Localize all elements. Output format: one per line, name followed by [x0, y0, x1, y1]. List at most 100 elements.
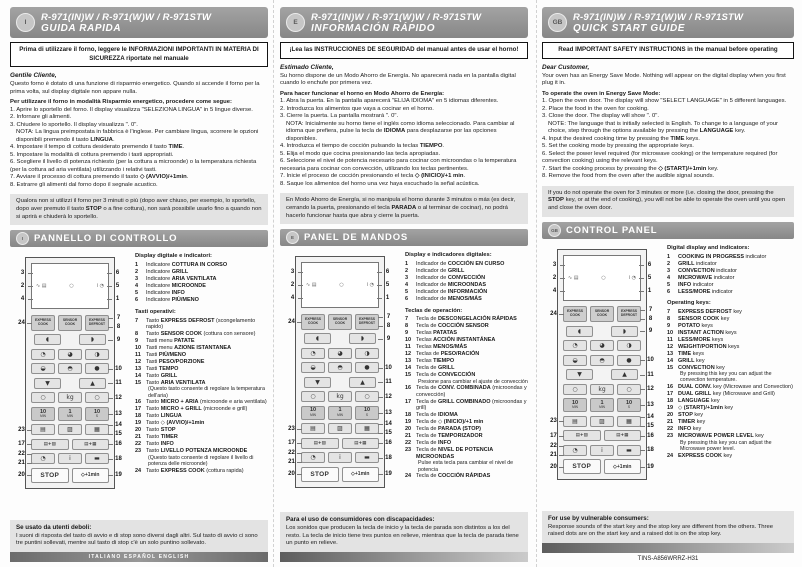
mode-keys: ▤ ▨ ▦ 23 14 15 — [288, 421, 392, 436]
legend-item: 23 Tecla de NIVEL DE POTENCIA MICROONDAS P… — [405, 447, 514, 473]
time-1min-key: 1 MIN — [58, 406, 82, 421]
intro-section: Dear Customer, Your oven has an Energy S… — [542, 64, 794, 181]
grill-key-icon: ▨ — [328, 423, 352, 435]
callout-number: 19 — [108, 472, 124, 478]
language-badge: I — [16, 13, 35, 32]
callout-number: 14 — [378, 421, 394, 427]
legend-item: 7 Tasto EXPRESS DEFROST (scongelamento ra… — [135, 317, 256, 331]
legend-item: 10 INSTANT ACTION keys — [667, 329, 737, 336]
control-panel-section: ∿ ▤ ○ i ◔ 3 2 4 6 5 1 EXPRESS COOK SENSOR COOK EXPR… — [10, 251, 268, 515]
legend-item: 8 Tecla de COCCIÓN SENSOR — [405, 323, 489, 330]
express-cook-key: EXPRESS COOK — [563, 306, 587, 323]
callout-number: 4 — [17, 296, 33, 302]
legend-item: 19 ◇ (START)/+1min key — [667, 405, 734, 412]
callout-number: 5 — [377, 282, 393, 288]
language-badge: GB — [548, 13, 567, 32]
step-item: 6. Seleccione el nivel de potencia neces… — [280, 158, 517, 172]
callout-number: 8 — [640, 316, 656, 322]
express-keys: EXPRESS COOK SENSOR COOK EXPRESS DEFROST 24… — [550, 306, 652, 323]
step-item: 2. Place the food in the oven for cookin… — [542, 105, 649, 112]
legend-item: 5 Indicatore INFO — [135, 290, 185, 297]
language-badge: E — [286, 231, 299, 245]
time-1min-key: 1 MIN — [328, 405, 352, 420]
accessibility-heading: For use by vulnerable consumers: — [548, 514, 649, 522]
legend-item: 11 Teclas MENOS/MÁS — [405, 344, 468, 351]
callout-number: 15 — [378, 430, 394, 436]
guide-title: GUIDA RAPIDA — [41, 22, 122, 34]
legend-item: 4 Indicatore MICROONDE — [135, 283, 206, 290]
legend-item: 2 Indicatore GRILL — [135, 269, 189, 276]
microwave-grill-indicator-icon: ∿ ▤ — [568, 274, 579, 281]
callout-number: 2 — [287, 282, 303, 288]
digital-display: ∿ ▤ ○ i ◔ 3 2 4 6 5 1 — [553, 254, 651, 301]
time-10s-key: 10 S — [85, 406, 109, 421]
callout-number: 12 — [640, 386, 656, 392]
callout-number: 15 — [108, 431, 124, 437]
legend-item: 24 EXPRESS COOK key — [667, 452, 733, 459]
legend-item: 1 Indicador de COCCIÓN EN CURSO — [405, 261, 505, 268]
legend-item: 20 Tasto STOP — [135, 427, 176, 434]
microwave-power-level-key-icon: ▤ — [31, 424, 55, 436]
weight-portion-key-icon: ○ — [617, 383, 641, 395]
callout-number: 11 — [378, 379, 394, 385]
legend-item: 9 Teclas PATATAS — [405, 330, 458, 337]
instant-action-key-icon: ◑ — [85, 348, 109, 360]
instant-action-key-icon: ◕ — [328, 347, 352, 359]
legend-item: 10 Tasti menu AZIONE ISTANTANEA — [135, 344, 232, 351]
stop-key: STOP — [31, 467, 69, 483]
legend-item: 9 Tasti menu PATATE — [135, 338, 195, 344]
step-item: 8. Estrarre gli alimenti dal forno dopo … — [10, 181, 158, 188]
safety-banner: Prima di utilizzare il forno, leggere le… — [10, 42, 268, 68]
greeting: Gentile Cliente, — [10, 72, 57, 80]
legend-item: 3 Indicador de CONVECCIÓN — [405, 275, 486, 282]
callout-number: 11 — [108, 380, 124, 386]
express-cook-key: EXPRESS COOK — [31, 314, 55, 331]
footer-bar — [542, 543, 794, 553]
steps-lead: Per utilizzare il forno in modalità Risp… — [10, 99, 232, 106]
convection-key-icon: ▦ — [617, 415, 641, 427]
instant-action-key-icon: ◓ — [328, 362, 352, 374]
callout-number: 1 — [377, 295, 393, 301]
time-10min-key: 10 MIN — [563, 398, 587, 413]
legend-item: 19 Tasto ◇ (AVVIO)/+1min — [135, 420, 205, 427]
instant-action-keys-2: ◒ ◓ ● 10 — [31, 363, 122, 375]
stop-key: STOP — [301, 466, 339, 482]
callout-number: 17 — [286, 440, 302, 446]
legend-item: 21 Tasto TIMER — [135, 434, 178, 441]
callout-number: 9 — [640, 328, 656, 334]
digital-display: ∿ ▤ ○ i ◔ 3 2 4 6 5 1 — [21, 263, 119, 310]
info-key-icon: i — [58, 453, 82, 465]
stop-start-keys: STOP ◇+1min 20 19 — [288, 466, 392, 482]
legend-item: 1 Indicatore COTTURA IN CORSO — [135, 262, 228, 269]
potato-keys: ◖ ◗ 9 — [31, 334, 120, 346]
section-header: GB CONTROL PANEL — [542, 221, 794, 239]
dual-conv-key: ▤+▦ — [603, 430, 641, 442]
callout-number: 3 — [549, 262, 565, 268]
legend-item: 12 Tasti PESO/PORZIONE — [135, 358, 205, 365]
callout-number: 19 — [640, 464, 656, 470]
mode-keys: ▤ ▨ ▦ 23 14 15 — [550, 414, 654, 429]
step-item: 6. Scegliere il livello di potenza richi… — [10, 159, 257, 173]
dual-keys: ▤+▨ ▤+▦ 17 16 — [550, 430, 654, 442]
potato-key-icon: ◖ — [304, 333, 331, 345]
intro-paragraph: Your oven has an Energy Save Mode. Nothi… — [542, 72, 786, 87]
legend-item: 17 DUAL GRILL key (Microwave and Grill) — [667, 391, 775, 398]
callout-number: 21 — [286, 459, 302, 465]
legend-item: 5 INFO indicator — [667, 281, 714, 288]
step-item: 8. Remove the food from the oven after t… — [542, 173, 715, 180]
weight-portion-kg-key: kg — [590, 383, 614, 395]
time-1min-key: 1 MIN — [590, 398, 614, 413]
step-item: 3. Chiudere lo sportello. Il display vis… — [10, 121, 138, 128]
legend-item: 15 Tecla de CONVECCIÓN Presione para cambi… — [405, 372, 528, 385]
info-key-icon: i — [328, 452, 352, 464]
potato-keys: ◖ ◗ 9 — [301, 333, 390, 345]
step-item: 1. Aprire lo sportello del forno. Il dis… — [10, 106, 253, 113]
cooking-in-progress-indicator-icon: ○ — [601, 274, 606, 281]
legend-item: 11 LESS/MORE keys — [667, 336, 724, 343]
instant-action-key-icon: ◑ — [617, 340, 641, 352]
legend-item: 22 Tasto INFO — [135, 441, 174, 448]
legend-item: 21 TIMER key — [667, 419, 706, 426]
dual-conv-key: ▤+▦ — [71, 438, 109, 450]
step-item: 4. Impostare il tempo di cottura desider… — [10, 144, 185, 151]
